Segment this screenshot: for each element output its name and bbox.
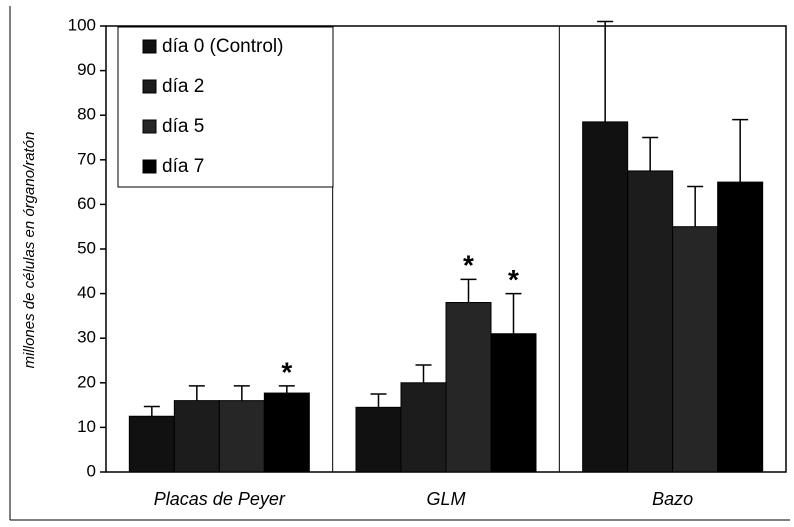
- y-tick-label: 70: [77, 149, 96, 168]
- legend-label: día 7: [162, 156, 204, 177]
- error-bar: [188, 385, 205, 401]
- significance-marker: *: [281, 356, 292, 387]
- bar: [400, 382, 447, 473]
- y-tick-label: 0: [87, 461, 96, 480]
- bar: [490, 333, 537, 473]
- y-tick-label: 40: [77, 283, 96, 302]
- y-tick-label: 10: [77, 417, 96, 436]
- x-tick-label: Placas de Peyer: [154, 489, 286, 509]
- y-tick-label: 20: [77, 372, 96, 391]
- bar: [445, 302, 492, 473]
- x-tick-label: GLM: [426, 489, 465, 509]
- y-tick-label: 100: [68, 15, 96, 34]
- x-tick-label: Bazo: [652, 489, 693, 509]
- error-bar: [505, 292, 522, 334]
- error-bar: [687, 185, 704, 227]
- error-bar: [460, 278, 477, 303]
- legend-swatch: [142, 39, 157, 54]
- bar: [173, 400, 220, 473]
- y-tick-label: 60: [77, 194, 96, 213]
- bar: [627, 170, 674, 473]
- legend-swatch: [142, 79, 157, 94]
- bar: [672, 226, 719, 473]
- error-bar: [278, 385, 295, 394]
- y-axis-label: millones de células en órgano/ratón: [21, 132, 38, 369]
- significance-marker: *: [508, 264, 519, 295]
- legend-swatch: [142, 119, 157, 134]
- error-bar: [642, 136, 659, 171]
- error-bar: [143, 405, 160, 417]
- bar: [717, 181, 764, 473]
- bar: [263, 392, 310, 473]
- error-bar: [732, 118, 749, 183]
- bar: [218, 400, 265, 473]
- legend-label: día 0 (Control): [162, 36, 283, 57]
- error-bar: [233, 385, 250, 401]
- bar: [128, 415, 175, 473]
- error-bar: [597, 20, 614, 122]
- legend-label: día 2: [162, 76, 204, 97]
- y-tick-label: 90: [77, 60, 96, 79]
- error-bar: [415, 364, 432, 383]
- y-tick-label: 50: [77, 238, 96, 257]
- legend-swatch: [142, 159, 157, 174]
- y-tick-label: 30: [77, 328, 96, 347]
- legend-label: día 5: [162, 116, 204, 137]
- significance-marker: *: [463, 250, 474, 281]
- y-tick-label: 80: [77, 105, 96, 124]
- bar: [582, 121, 629, 473]
- bar: [355, 406, 402, 473]
- error-bar: [370, 393, 387, 408]
